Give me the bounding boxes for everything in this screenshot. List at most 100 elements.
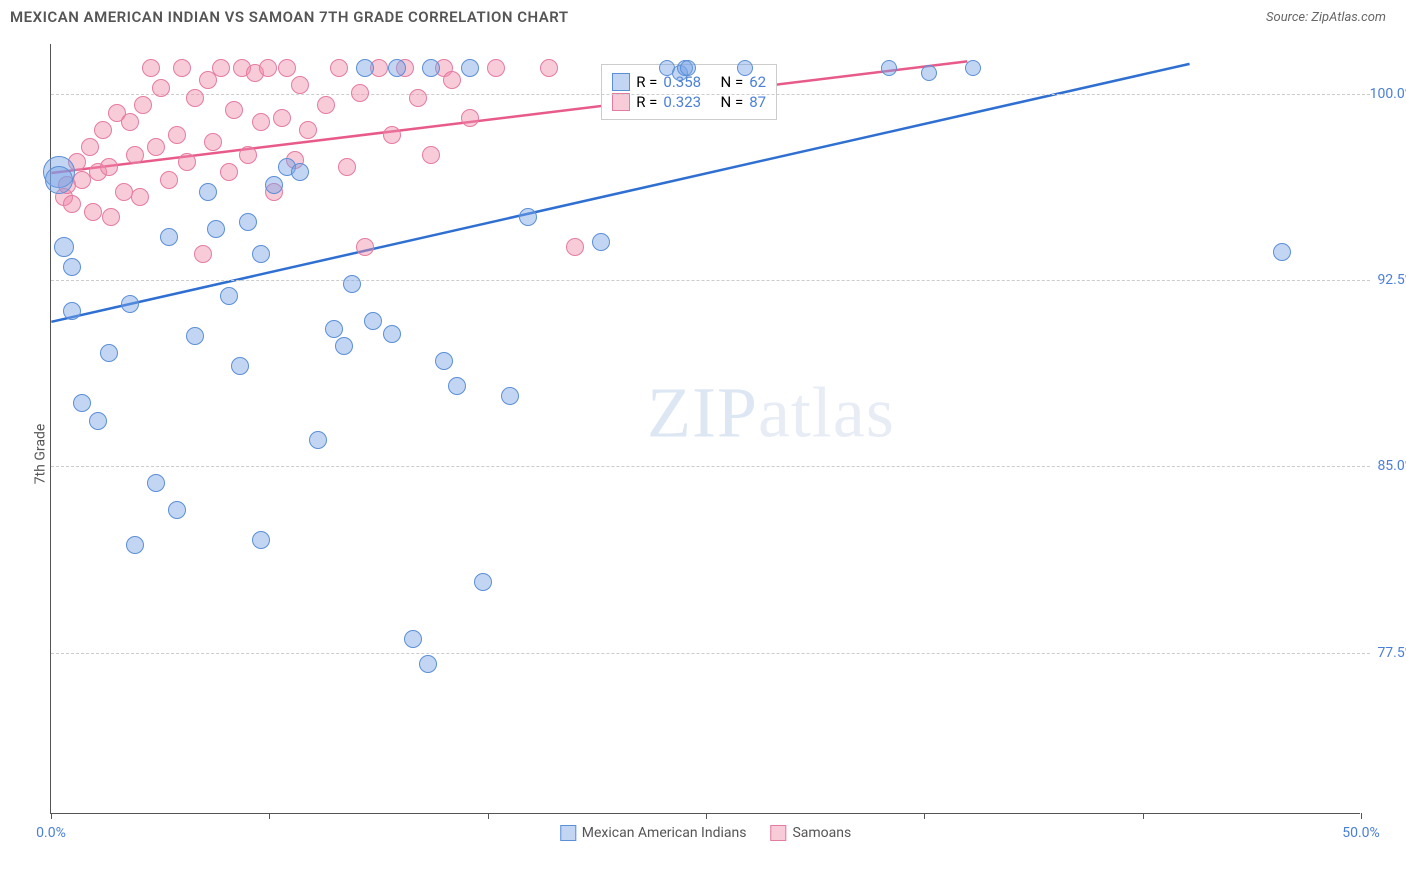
samoan-point xyxy=(487,59,505,77)
samoan-point xyxy=(461,109,479,127)
legend-swatch-1 xyxy=(612,73,630,91)
samoan-point xyxy=(131,188,149,206)
xtick xyxy=(706,813,707,819)
mexican-american-indian-point xyxy=(422,59,440,77)
mexican-american-indian-point xyxy=(89,412,107,430)
mexican-american-indian-point xyxy=(291,163,309,181)
samoan-point xyxy=(317,96,335,114)
samoan-point xyxy=(299,121,317,139)
mexican-american-indian-point xyxy=(160,228,178,246)
mexican-american-indian-point xyxy=(501,387,519,405)
legend-label-series2: Samoans xyxy=(792,825,851,841)
samoan-point xyxy=(566,238,584,256)
chart-title: MEXICAN AMERICAN INDIAN VS SAMOAN 7TH GR… xyxy=(10,8,569,26)
samoan-point xyxy=(273,109,291,127)
mexican-american-indian-point xyxy=(383,325,401,343)
plot-region: ZIPatlas R = 0.358 N = 62 R = 0.323 N = … xyxy=(50,44,1360,814)
samoan-point xyxy=(102,208,120,226)
samoan-point xyxy=(540,59,558,77)
mexican-american-indian-point xyxy=(265,176,283,194)
legend-swatch-series2 xyxy=(770,825,786,841)
r-label: R = xyxy=(636,93,657,111)
samoan-point xyxy=(160,171,178,189)
mexican-american-indian-point xyxy=(356,59,374,77)
samoan-point xyxy=(194,245,212,263)
samoan-point xyxy=(212,59,230,77)
mexican-american-indian-point xyxy=(73,394,91,412)
mexican-american-indian-point xyxy=(461,59,479,77)
n-value-1: 62 xyxy=(749,73,766,91)
r-label: R = xyxy=(636,73,657,91)
samoan-point xyxy=(291,76,309,94)
r-value-2: 0.323 xyxy=(663,93,701,111)
mexican-american-indian-point xyxy=(364,312,382,330)
mexican-american-indian-point xyxy=(220,287,238,305)
legend-swatch-series1 xyxy=(560,825,576,841)
samoan-point xyxy=(63,195,81,213)
mexican-american-indian-point xyxy=(309,431,327,449)
xtick-label: 0.0% xyxy=(36,825,66,841)
mexican-american-indian-point xyxy=(199,183,217,201)
mexican-american-indian-point xyxy=(252,531,270,549)
samoan-point xyxy=(278,59,296,77)
xtick xyxy=(269,813,270,819)
ytick-label: 92.5% xyxy=(1377,272,1406,288)
samoan-point xyxy=(204,133,222,151)
samoan-point xyxy=(147,138,165,156)
xtick xyxy=(488,813,489,819)
mexican-american-indian-point xyxy=(519,208,537,226)
samoan-point xyxy=(422,146,440,164)
gridline xyxy=(51,653,1370,654)
samoan-point xyxy=(351,84,369,102)
mexican-american-indian-point xyxy=(388,59,406,77)
samoan-point xyxy=(225,101,243,119)
samoan-point xyxy=(152,79,170,97)
n-value-2: 87 xyxy=(749,93,766,111)
samoan-point xyxy=(383,126,401,144)
mexican-american-indian-point xyxy=(45,166,73,194)
mexican-american-indian-point xyxy=(965,60,981,76)
watermark: ZIPatlas xyxy=(647,372,895,455)
mexican-american-indian-point xyxy=(737,60,753,76)
legend-swatch-2 xyxy=(612,93,630,111)
xtick xyxy=(51,813,52,819)
mexican-american-indian-point xyxy=(881,60,897,76)
samoan-point xyxy=(443,71,461,89)
mexican-american-indian-point xyxy=(1273,243,1291,261)
mexican-american-indian-point xyxy=(54,237,74,257)
mexican-american-indian-point xyxy=(63,302,81,320)
mexican-american-indian-point xyxy=(335,337,353,355)
samoan-point xyxy=(252,113,270,131)
xtick-label: 50.0% xyxy=(1342,825,1380,841)
mexican-american-indian-point xyxy=(325,320,343,338)
samoan-point xyxy=(178,153,196,171)
mexican-american-indian-point xyxy=(168,501,186,519)
ytick-label: 77.5% xyxy=(1377,645,1406,661)
mexican-american-indian-point xyxy=(239,213,257,231)
samoan-point xyxy=(356,238,374,256)
mexican-american-indian-point xyxy=(435,352,453,370)
legend-item-2: Samoans xyxy=(770,825,851,841)
chart-header: MEXICAN AMERICAN INDIAN VS SAMOAN 7TH GR… xyxy=(0,0,1406,34)
gridline xyxy=(51,94,1370,95)
xtick xyxy=(1143,813,1144,819)
samoan-point xyxy=(186,89,204,107)
samoan-point xyxy=(126,146,144,164)
legend-label-series1: Mexican American Indians xyxy=(582,825,747,841)
legend-item-1: Mexican American Indians xyxy=(560,825,747,841)
samoan-point xyxy=(94,121,112,139)
n-label: N = xyxy=(721,93,744,111)
ytick-label: 85.0% xyxy=(1377,458,1406,474)
mexican-american-indian-point xyxy=(100,344,118,362)
mexican-american-indian-point xyxy=(63,258,81,276)
samoan-point xyxy=(134,96,152,114)
samoan-point xyxy=(409,89,427,107)
n-label: N = xyxy=(721,73,744,91)
samoan-point xyxy=(220,163,238,181)
mexican-american-indian-point xyxy=(186,327,204,345)
samoan-point xyxy=(142,59,160,77)
mexican-american-indian-point xyxy=(343,275,361,293)
watermark-atlas: atlas xyxy=(758,373,895,453)
ytick-label: 100.0% xyxy=(1370,86,1406,102)
samoan-point xyxy=(121,113,139,131)
